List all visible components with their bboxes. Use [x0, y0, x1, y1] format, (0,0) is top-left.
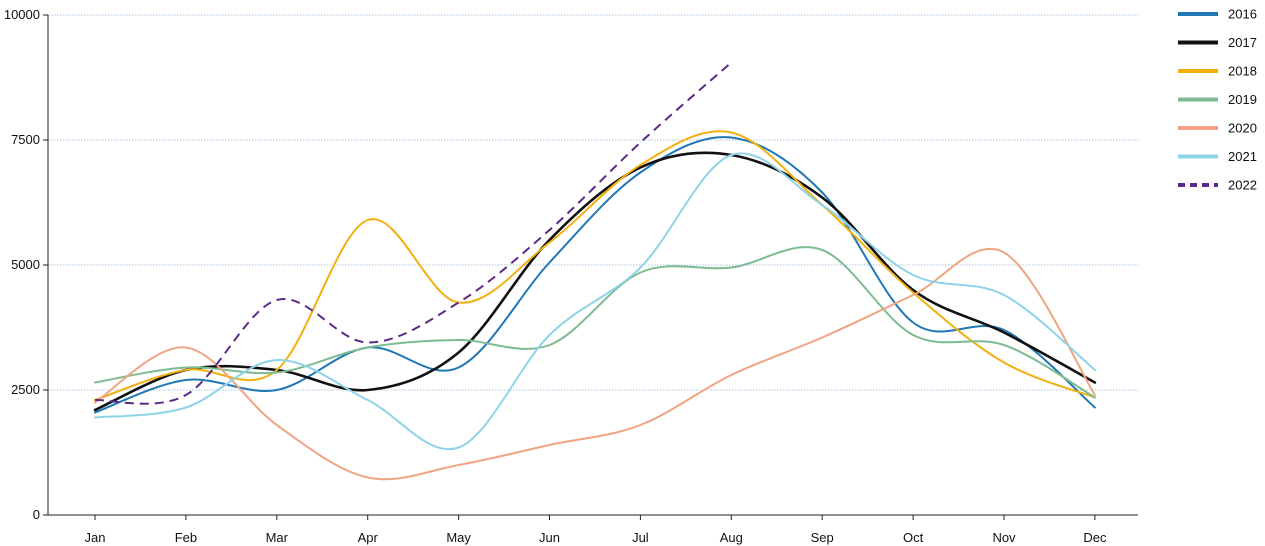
legend-label-2021: 2021: [1228, 149, 1257, 164]
series-line-2017: [93, 151, 1097, 412]
x-tick-label: Sep: [811, 530, 834, 545]
legend-label-2020: 2020: [1228, 121, 1257, 136]
legend-label-2019: 2019: [1228, 92, 1257, 107]
legend-label-2016: 2016: [1228, 7, 1257, 22]
legend-label-2022: 2022: [1228, 178, 1257, 193]
x-tick-label: Oct: [903, 530, 924, 545]
series-line-2022: [94, 61, 732, 405]
y-tick-label: 0: [33, 507, 40, 522]
x-tick-label: May: [446, 530, 471, 545]
x-tick-label: Jun: [539, 530, 560, 545]
x-tick-label: Feb: [175, 530, 197, 545]
x-tick-label: Mar: [266, 530, 289, 545]
x-tick-label: Jul: [632, 530, 649, 545]
y-tick-label: 5000: [11, 257, 40, 272]
legend-label-2017: 2017: [1228, 35, 1257, 50]
x-tick-label: Dec: [1083, 530, 1107, 545]
y-tick-label: 2500: [11, 382, 40, 397]
series-line-2020: [94, 247, 1096, 481]
y-tick-label: 7500: [11, 132, 40, 147]
x-tick-label: Jan: [85, 530, 106, 545]
series-line-2016: [94, 136, 1096, 414]
x-tick-label: Aug: [720, 530, 743, 545]
series-line-2018: [94, 130, 1096, 401]
x-tick-label: Nov: [992, 530, 1016, 545]
x-tick-label: Apr: [358, 530, 379, 545]
legend-label-2018: 2018: [1228, 64, 1257, 79]
series-line-2019: [94, 246, 1096, 399]
series-line-2021: [94, 152, 1096, 451]
y-tick-label: 10000: [4, 7, 40, 22]
